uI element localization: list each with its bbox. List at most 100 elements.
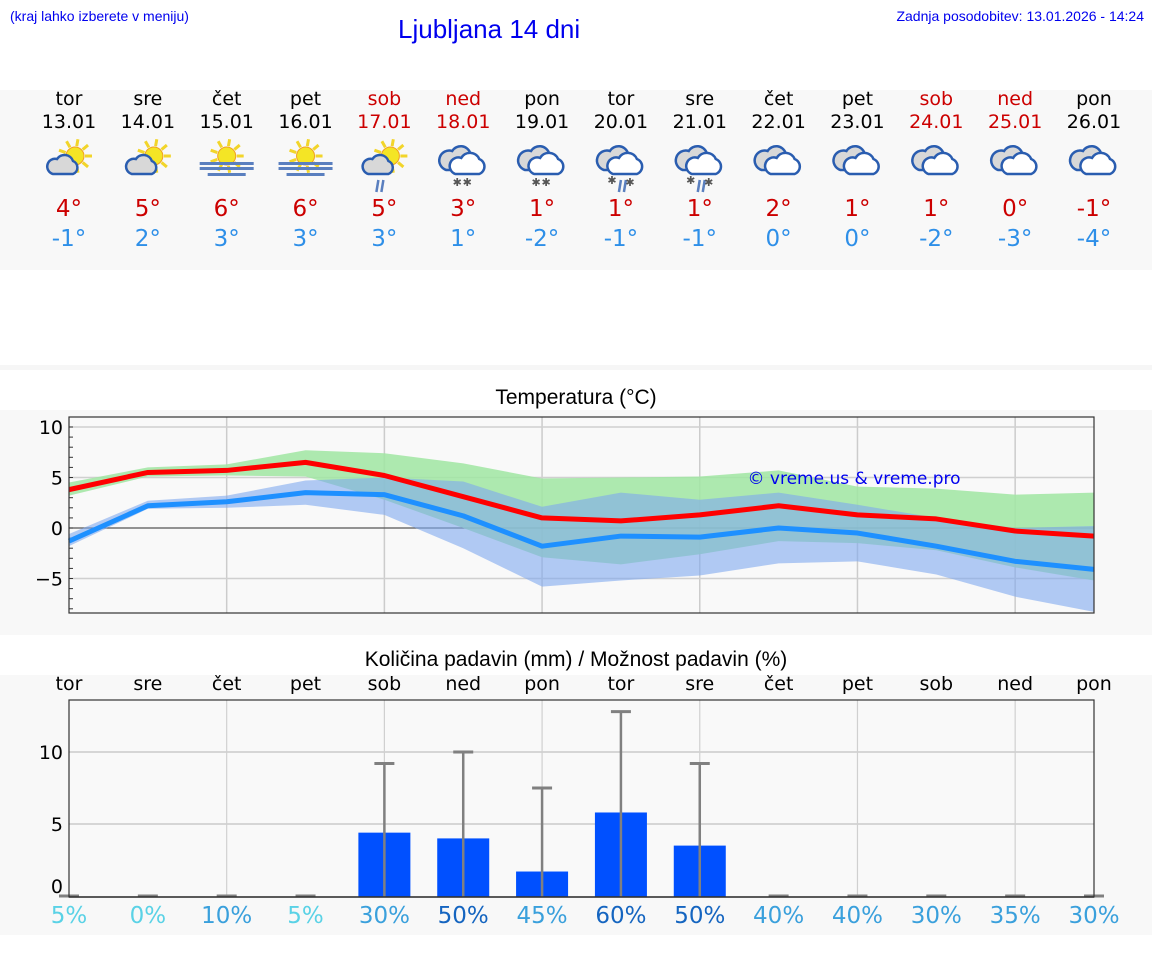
sun-fog-icon — [278, 138, 333, 176]
snowflake-icon: ✱ — [704, 176, 713, 189]
day-name: tor — [55, 88, 83, 110]
max-temp: 1° — [528, 196, 556, 222]
precip-probability: 50% — [437, 903, 489, 929]
day-name: tor — [607, 88, 635, 110]
precip-probability: 0% — [129, 903, 167, 929]
precip-plot-area — [69, 700, 1094, 897]
temperature-plot-frame — [68, 416, 1095, 614]
cloud-icon — [832, 144, 880, 176]
cloud-icon — [911, 144, 959, 176]
day-name: pet — [289, 88, 322, 110]
y-tick-label: 5 — [51, 814, 63, 836]
precip-probability: 5% — [50, 903, 88, 929]
cloud-snow-icon: ✱ ✱ — [438, 144, 486, 189]
sun-fog-icon — [199, 138, 254, 176]
watermark: © vreme.us & vreme.pro — [747, 469, 960, 489]
max-temp: 0° — [1002, 196, 1029, 222]
y-tick-label: 10 — [39, 417, 63, 439]
day-name: ned — [445, 88, 482, 110]
sun-cloud-icon — [124, 138, 171, 176]
precip-day-label: čet — [211, 673, 242, 695]
min-temp: 1° — [450, 226, 477, 252]
sun-cloud-icon — [46, 138, 92, 176]
precip-probability: 40% — [753, 903, 805, 929]
day-date: 20.01 — [593, 111, 649, 133]
max-temp: 1° — [923, 196, 950, 222]
min-temp: 3° — [371, 226, 398, 252]
snowflake-icon: ✱ — [686, 174, 695, 187]
cloud-icon — [989, 144, 1038, 176]
min-temp: 3° — [213, 226, 240, 252]
precip-day-label: pet — [841, 673, 874, 695]
min-temp: 0° — [844, 226, 871, 252]
day-date: 25.01 — [987, 111, 1043, 133]
day-date: 24.01 — [909, 111, 964, 133]
min-temp: -2° — [524, 226, 560, 252]
max-temp: 6° — [292, 196, 319, 222]
precip-day-label: ned — [445, 673, 482, 695]
max-temp: 4° — [55, 196, 83, 222]
cloud-sleet-icon: ✱ ✱ — [674, 144, 723, 193]
precip-probability: 30% — [358, 903, 410, 929]
page-title: Ljubljana 14 dni — [398, 14, 581, 44]
last-updated: Zadnja posodobitev: 13.01.2026 - 14:24 — [896, 8, 1144, 24]
min-temp: -3° — [997, 226, 1033, 252]
y-tick-label: 10 — [39, 742, 63, 764]
min-temp: -4° — [1076, 226, 1112, 252]
min-temp: -1° — [603, 226, 639, 252]
snowflake-icon: ✱ — [607, 174, 616, 187]
y-tick-label: 5 — [51, 468, 63, 490]
snowflake-icon: ✱ — [531, 176, 540, 189]
temperature-chart-title: Temperatura (°C) — [495, 386, 657, 409]
precip-plot-frame — [68, 699, 1095, 898]
day-date: 13.01 — [41, 111, 97, 133]
snowflake-icon: ✱ — [625, 176, 634, 189]
precip-probability: 30% — [910, 903, 962, 929]
min-temp: 2° — [134, 226, 161, 252]
snowflake-icon: ✱ — [541, 176, 550, 189]
max-temp: 1° — [686, 196, 713, 222]
precip-probability: 5% — [287, 903, 324, 929]
precipitation-chart-title: Količina padavin (mm) / Možnost padavin … — [364, 648, 788, 671]
y-tick-label: 0 — [51, 876, 63, 898]
day-date: 18.01 — [436, 111, 491, 133]
cloud-icon — [1068, 144, 1117, 176]
day-date: 26.01 — [1066, 111, 1122, 133]
divider — [0, 365, 1152, 370]
precip-probability: 40% — [831, 903, 884, 929]
max-temp: 2° — [765, 196, 792, 222]
precip-probability: 10% — [201, 903, 253, 929]
precip-day-label: čet — [763, 673, 794, 695]
y-tick-label: 0 — [51, 518, 63, 540]
day-name: sob — [919, 88, 954, 110]
precip-probability: 35% — [989, 903, 1041, 929]
precip-day-label: tor — [55, 673, 83, 695]
precip-day-label: tor — [607, 673, 635, 695]
precip-probability: 30% — [1068, 903, 1120, 929]
precip-day-label: sre — [685, 673, 715, 695]
day-date: 19.01 — [514, 111, 570, 133]
day-date: 15.01 — [199, 111, 254, 133]
precip-day-label: ned — [997, 673, 1034, 695]
cloud-icon — [753, 144, 802, 176]
y-tick-label: −5 — [35, 569, 63, 591]
max-temp-line — [68, 459, 1095, 539]
day-date: 17.01 — [357, 111, 412, 133]
min-temp: 0° — [765, 226, 792, 252]
precip-day-label: pet — [289, 673, 322, 695]
precip-day-label: sre — [133, 673, 163, 695]
max-temp: 3° — [450, 196, 477, 222]
day-name: čet — [211, 88, 242, 110]
day-date: 21.01 — [672, 111, 727, 133]
sun-cloud-rain-icon — [361, 138, 408, 193]
min-temp: -1° — [682, 226, 717, 252]
day-name: pet — [841, 88, 874, 110]
max-temp: 5° — [134, 196, 161, 222]
precip-day-label: pon — [524, 673, 560, 695]
precip-probability: 45% — [516, 903, 568, 929]
max-temp: 1° — [844, 196, 871, 222]
day-name: čet — [763, 88, 794, 110]
precip-day-label: sob — [367, 673, 402, 695]
cloud-sleet-icon: ✱ ✱ — [595, 144, 644, 193]
